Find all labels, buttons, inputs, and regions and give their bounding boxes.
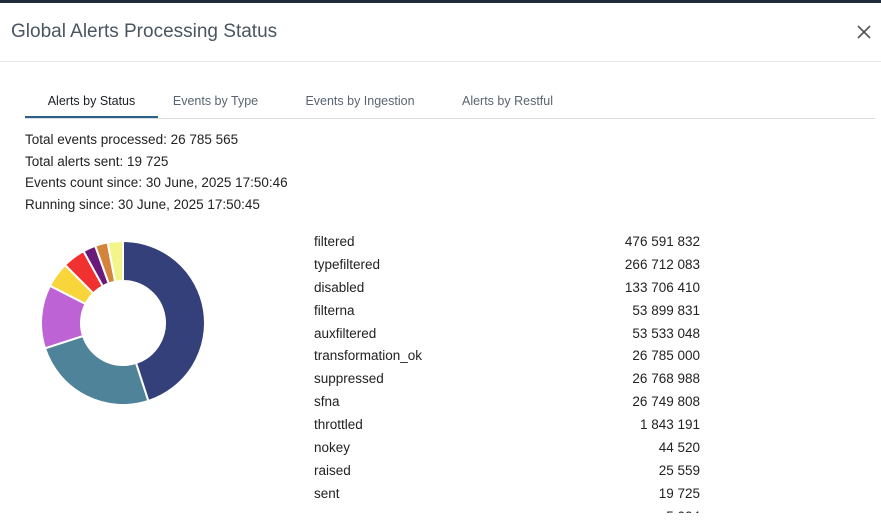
status-name: transformation_ok bbox=[314, 348, 423, 364]
status-value: 26 785 000 bbox=[632, 348, 700, 364]
dialog-title: Global Alerts Processing Status bbox=[11, 21, 278, 42]
status-value: 26 768 988 bbox=[632, 371, 700, 387]
status-donut-chart bbox=[40, 240, 206, 406]
status-row: sfna 26 749 808 bbox=[314, 391, 704, 414]
tab-events-by-ingestion[interactable]: Events by Ingestion bbox=[305, 94, 415, 108]
dialog: Global Alerts Processing Status Alerts b… bbox=[0, 3, 881, 531]
tab-alerts-by-status[interactable]: Alerts by Status bbox=[25, 89, 158, 118]
status-name: suppressed bbox=[314, 371, 384, 387]
status-value: 1 843 191 bbox=[639, 417, 700, 433]
status-value: 25 559 bbox=[658, 462, 700, 478]
status-row: 5 004 bbox=[314, 506, 704, 513]
status-value: 5 004 bbox=[666, 509, 700, 513]
status-value: 53 899 831 bbox=[632, 302, 700, 318]
status-row: filterna 53 899 831 bbox=[314, 300, 704, 323]
status-row: typefiltered 266 712 083 bbox=[314, 254, 704, 277]
status-name: raised bbox=[314, 462, 351, 478]
status-row: transformation_ok 26 785 000 bbox=[314, 345, 704, 368]
events-count-since: Events count since: 30 June, 2025 17:50:… bbox=[25, 175, 288, 190]
tab-events-by-type[interactable]: Events by Type bbox=[172, 94, 259, 108]
donut-slice[interactable] bbox=[43, 334, 150, 406]
status-name: filterna bbox=[314, 302, 355, 318]
status-row: disabled 133 706 410 bbox=[314, 277, 704, 300]
status-name: filtered bbox=[314, 234, 355, 249]
stats-block: Total events processed: 26 785 565 Total… bbox=[25, 129, 288, 215]
total-alerts-sent: Total alerts sent: 19 725 bbox=[25, 153, 169, 169]
donut-slice[interactable] bbox=[106, 240, 124, 283]
status-row: throttled 1 843 191 bbox=[314, 414, 704, 437]
status-row: raised 25 559 bbox=[314, 460, 704, 483]
top-strip bbox=[0, 0, 881, 3]
total-events-processed: Total events processed: 26 785 565 bbox=[25, 132, 239, 147]
status-value: 476 591 832 bbox=[624, 234, 700, 249]
status-value: 26 749 808 bbox=[632, 394, 700, 410]
status-row: filtered 476 591 832 bbox=[314, 231, 704, 254]
status-value: 266 712 083 bbox=[624, 256, 700, 272]
status-name: sfna bbox=[314, 394, 340, 410]
status-row: auxfiltered 53 533 048 bbox=[314, 323, 704, 346]
status-name: nokey bbox=[314, 440, 351, 456]
status-name: disabled bbox=[314, 279, 365, 295]
dialog-header: Global Alerts Processing Status bbox=[0, 3, 881, 62]
status-name: sent bbox=[314, 485, 340, 501]
running-since: Running since: 30 June, 2025 17:50:45 bbox=[25, 196, 260, 212]
status-list: filtered 476 591 832 typefiltered 266 712 0… bbox=[314, 231, 704, 513]
tab-alerts-by-restful[interactable]: Alerts by Restful bbox=[461, 94, 553, 108]
tab-bar: Alerts by Status Events by Type Events b… bbox=[25, 89, 875, 119]
donut-slice[interactable] bbox=[122, 240, 206, 403]
status-value: 53 533 048 bbox=[632, 325, 700, 341]
status-value: 133 706 410 bbox=[624, 279, 700, 295]
status-row: suppressed 26 768 988 bbox=[314, 368, 704, 391]
status-row: sent 19 725 bbox=[314, 483, 704, 506]
status-name: typefiltered bbox=[314, 256, 381, 272]
status-value: 19 725 bbox=[658, 485, 700, 501]
status-name: auxfiltered bbox=[314, 325, 377, 341]
status-value: 44 520 bbox=[658, 440, 700, 456]
status-name: throttled bbox=[314, 417, 363, 433]
close-icon[interactable] bbox=[855, 23, 873, 41]
status-row: nokey 44 520 bbox=[314, 437, 704, 460]
